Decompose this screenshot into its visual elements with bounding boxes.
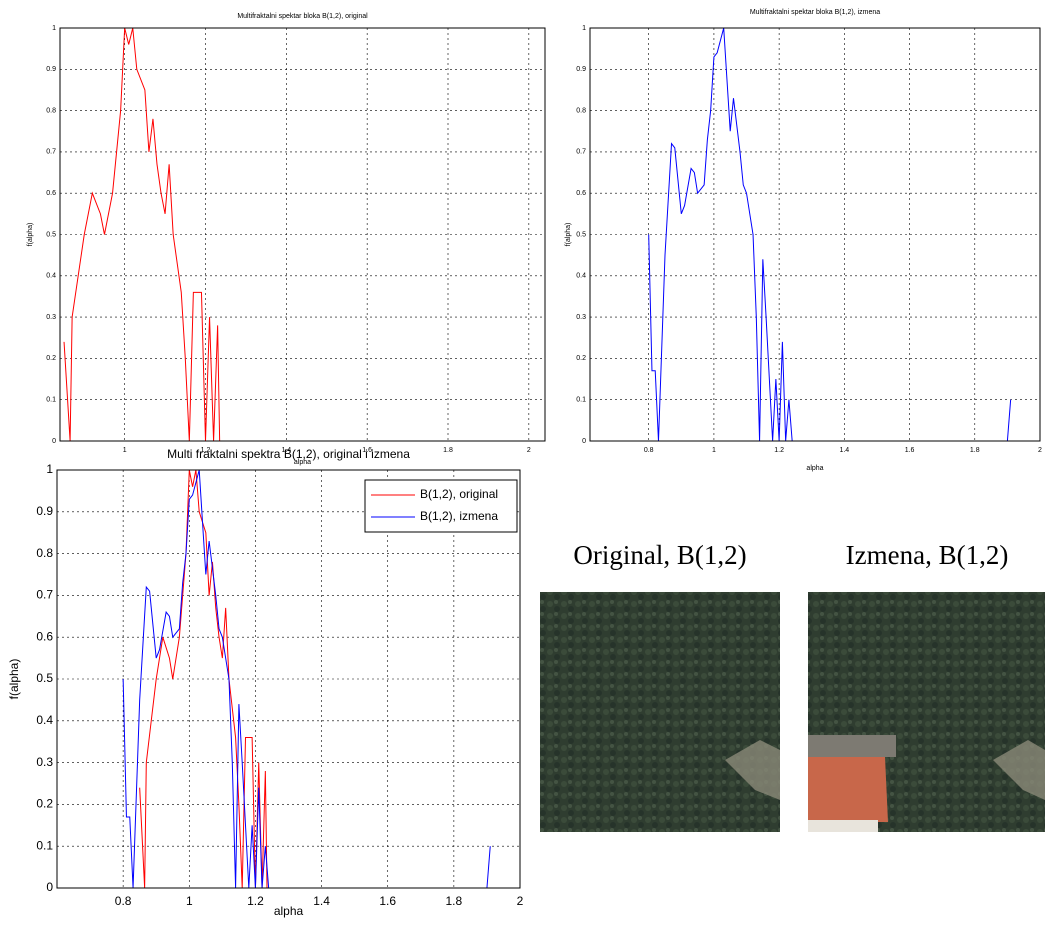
y-tick-label: 0.1 — [46, 397, 56, 404]
y-axis-label: f(alpha) — [7, 659, 21, 700]
y-tick-label: 0.4 — [46, 273, 56, 280]
x-tick-label: 1.6 — [905, 447, 915, 454]
x-tick-label: 2 — [517, 894, 524, 908]
y-tick-label: 0.4 — [36, 713, 53, 727]
y-tick-label: 0.2 — [46, 355, 56, 362]
y-tick-label: 0 — [52, 438, 56, 445]
y-axis-label: f(alpha) — [565, 223, 572, 247]
x-tick-label: 1 — [123, 447, 127, 454]
y-tick-label: 1 — [52, 25, 56, 32]
y-tick-label: 0.5 — [46, 231, 56, 238]
x-tick-label: 1.8 — [970, 447, 980, 454]
legend-box — [364, 479, 518, 533]
x-tick-label: 1 — [712, 447, 716, 454]
y-axis-label: f(alpha) — [27, 223, 34, 247]
y-tick-label: 1 — [46, 462, 53, 476]
y-tick-label: 0.2 — [36, 797, 53, 811]
chart-title: Multifraktalni spektar bloka B(1,2), izm… — [750, 9, 880, 16]
x-tick-label: 1 — [186, 894, 193, 908]
y-tick-label: 0.2 — [576, 355, 586, 362]
x-tick-label: 1.8 — [443, 447, 453, 454]
y-tick-label: 0.6 — [576, 190, 586, 197]
plot-area — [60, 28, 545, 441]
y-tick-label: 0.7 — [46, 149, 56, 156]
axes-box — [59, 27, 546, 442]
x-tick-label: 1.6 — [379, 894, 396, 908]
legend-entry: B(1,2), izmena — [420, 509, 498, 523]
x-tick-label: 1.4 — [281, 447, 291, 454]
y-tick-label: 0.3 — [46, 314, 56, 321]
y-tick-label: 0.9 — [36, 504, 53, 518]
y-tick-label: 0.6 — [46, 190, 56, 197]
x-axis-label: alpha — [806, 465, 823, 472]
photo-caption: Original, B(1,2) — [573, 540, 746, 570]
y-tick-label: 0.9 — [46, 66, 56, 73]
x-tick-label: 1.4 — [839, 447, 849, 454]
y-tick-label: 0.9 — [576, 66, 586, 73]
x-axis-label: alpha — [294, 459, 311, 466]
x-tick-label: 1.2 — [247, 894, 264, 908]
x-axis-label: alpha — [274, 904, 304, 918]
y-tick-label: 0.6 — [36, 629, 53, 643]
y-tick-label: 0.3 — [36, 755, 53, 769]
x-tick-label: 1.2 — [201, 447, 211, 454]
y-tick-label: 0.8 — [576, 107, 586, 114]
y-tick-label: 0.5 — [36, 671, 53, 685]
x-tick-label: 0.8 — [115, 894, 132, 908]
photo-original — [540, 592, 780, 832]
y-tick-label: 0.8 — [46, 107, 56, 114]
x-tick-label: 1.8 — [446, 894, 463, 908]
y-tick-label: 0.7 — [576, 149, 586, 156]
photo-caption: Izmena, B(1,2) — [846, 540, 1009, 570]
y-tick-label: 0.4 — [576, 273, 586, 280]
y-tick-label: 0.8 — [36, 546, 53, 560]
x-tick-label: 0.8 — [644, 447, 654, 454]
y-tick-label: 0.5 — [576, 231, 586, 238]
y-tick-label: 0 — [46, 880, 53, 894]
y-tick-label: 0.1 — [36, 838, 53, 852]
y-tick-label: 0 — [582, 438, 586, 445]
chart-title: Multi fraktalni spektra B(1,2), original… — [167, 447, 410, 461]
x-tick-label: 2 — [527, 447, 531, 454]
data-line — [63, 27, 509, 442]
x-tick-label: 1.2 — [774, 447, 784, 454]
axes-box — [56, 469, 521, 889]
y-tick-label: 0.7 — [36, 588, 53, 602]
x-tick-label: 1.4 — [313, 894, 330, 908]
y-tick-label: 0.1 — [576, 397, 586, 404]
y-tick-label: 1 — [582, 25, 586, 32]
x-tick-label: 1.6 — [362, 447, 372, 454]
photo-izmena — [808, 592, 1045, 832]
legend-entry: B(1,2), original — [420, 487, 498, 501]
y-tick-label: 0.3 — [576, 314, 586, 321]
x-tick-label: 2 — [1038, 447, 1042, 454]
chart-title: Multifraktalni spektar bloka B(1,2), ori… — [237, 13, 368, 20]
axes-box — [589, 27, 1041, 442]
